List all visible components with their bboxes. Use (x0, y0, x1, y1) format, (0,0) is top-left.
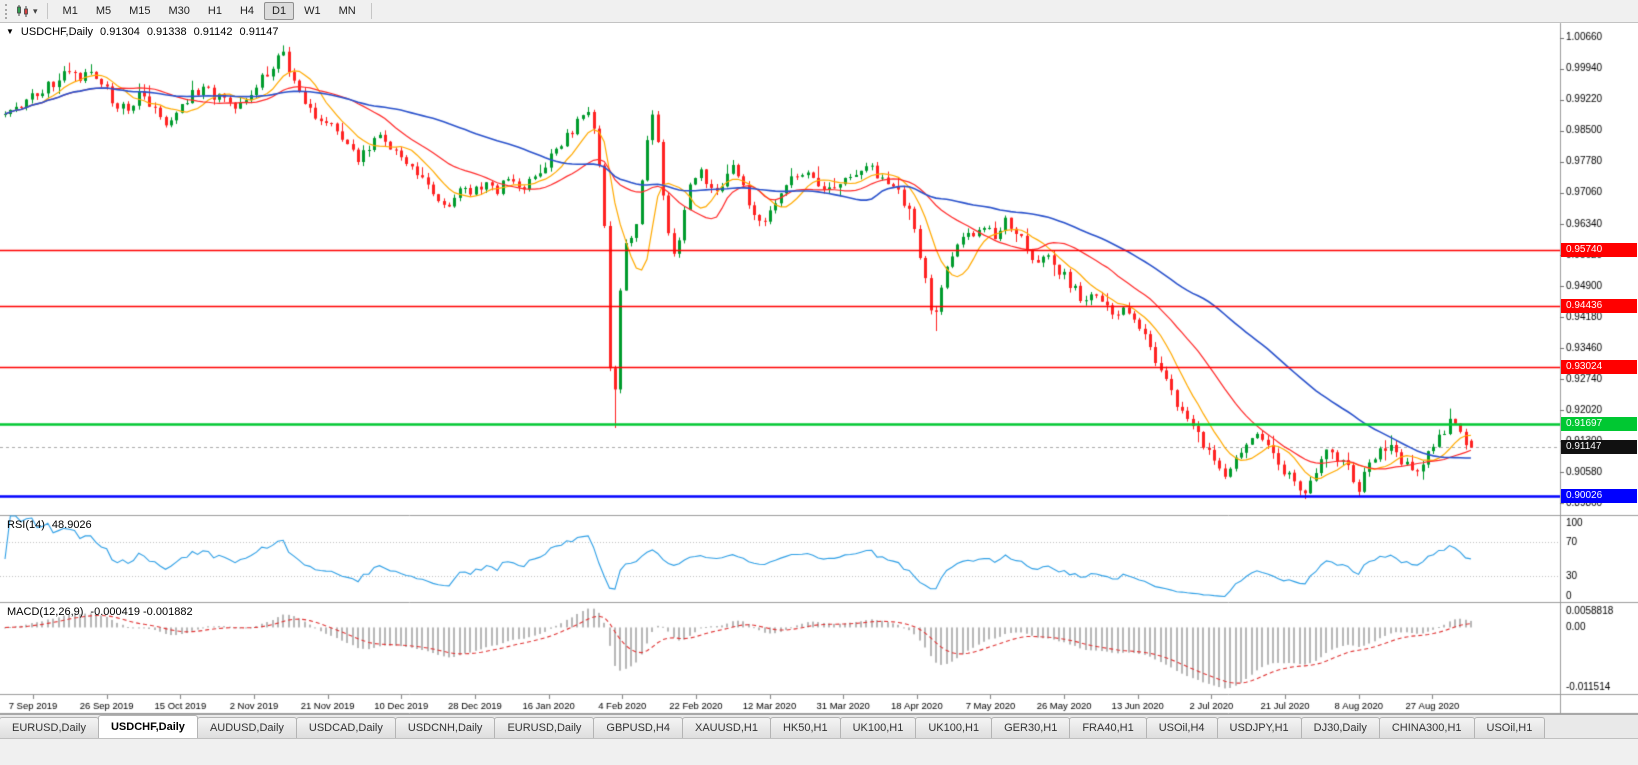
toolbar-separator-right (370, 3, 372, 19)
current-price-badge: 0.91147 (1561, 440, 1637, 454)
timeframe-d1[interactable]: D1 (264, 2, 295, 20)
timeframe-m30[interactable]: M30 (168, 5, 190, 17)
status-bar (0, 738, 1638, 765)
chart-tab-usdcnh-daily[interactable]: USDCNH,Daily (394, 717, 496, 738)
timeframe-m15[interactable]: M15 (129, 5, 151, 17)
candlestick-chart-canvas[interactable] (0, 0, 1638, 714)
chart-tab-eurusd-daily[interactable]: EURUSD,Daily (0, 717, 99, 738)
hline-badge-0.93024: 0.93024 (1561, 360, 1637, 374)
chart-tab-gbpusd-h4[interactable]: GBPUSD,H4 (593, 717, 683, 738)
title-close: 0.91147 (239, 26, 279, 38)
chart-tab-hk50-h1[interactable]: HK50,H1 (769, 717, 841, 738)
chart-tab-ger30-h1[interactable]: GER30,H1 (991, 717, 1071, 738)
timeframe-h4[interactable]: H4 (239, 5, 255, 17)
timeframe-toolbar: ▾ M1 M5 M15 M30 H1 H4 D1 W1 MN (0, 0, 1638, 23)
rsi-indicator-label: RSI(14) 48.9026 (7, 519, 92, 531)
chart-tab-usoil-h1[interactable]: USOil,H1 (1473, 717, 1546, 738)
chart-tab-audusd-daily[interactable]: AUDUSD,Daily (196, 717, 297, 738)
toolbar-grip[interactable] (5, 3, 9, 19)
chart-tab-fra40-h1[interactable]: FRA40,H1 (1069, 717, 1147, 738)
chart-tab-uk100-h1[interactable]: UK100,H1 (839, 717, 917, 738)
rsi-name: RSI(14) (7, 519, 45, 531)
macd-values: -0.000419 -0.001882 (90, 606, 193, 618)
timeframe-m1[interactable]: M1 (62, 5, 78, 17)
timeframe-buttons: M1 M5 M15 M30 H1 H4 D1 W1 MN (54, 2, 365, 20)
collapse-triangle-icon[interactable]: ▼ (6, 27, 14, 36)
chart-tab-usdcad-daily[interactable]: USDCAD,Daily (295, 717, 396, 738)
chart-tab-dj30-daily[interactable]: DJ30,Daily (1300, 717, 1380, 738)
dropdown-caret-icon[interactable]: ▾ (33, 5, 38, 16)
chart-mode-icon[interactable] (15, 4, 31, 18)
macd-name: MACD(12,26,9) (7, 606, 84, 618)
chart-tabs-bar: EURUSD,Daily USDCHF,Daily AUDUSD,Daily USDC… (0, 714, 1638, 738)
timeframe-mn[interactable]: MN (338, 5, 356, 17)
hline-badge-0.95740: 0.95740 (1561, 243, 1637, 257)
chart-tab-usoil-h4[interactable]: USOil,H4 (1145, 717, 1218, 738)
chart-tab-xauusd-h1[interactable]: XAUUSD,H1 (681, 717, 771, 738)
title-low: 0.91142 (193, 26, 233, 38)
toolbar-separator (46, 3, 48, 19)
candlestick-icon (17, 5, 28, 17)
chart-tab-china300-h1[interactable]: CHINA300,H1 (1378, 717, 1475, 738)
macd-indicator-label: MACD(12,26,9) -0.000419 -0.001882 (7, 606, 193, 618)
title-open: 0.91304 (100, 26, 140, 38)
chart-title: ▼ USDCHF,Daily 0.91304 0.91338 0.91142 0… (6, 26, 278, 38)
title-high: 0.91338 (146, 26, 187, 38)
chart-tab-uk100-h1[interactable]: UK100,H1 (915, 717, 993, 738)
timeframe-h1[interactable]: H1 (207, 5, 222, 17)
rsi-value: 48.9026 (51, 519, 92, 531)
chart-tab-usdjpy-h1[interactable]: USDJPY,H1 (1216, 717, 1302, 738)
chart-tab-usdchf-daily[interactable]: USDCHF,Daily (97, 715, 198, 738)
hline-badge-0.91697: 0.91697 (1561, 417, 1637, 431)
hline-badge-0.90026: 0.90026 (1561, 489, 1637, 503)
hline-badge-0.94436: 0.94436 (1561, 299, 1637, 313)
chart-tab-eurusd-daily[interactable]: EURUSD,Daily (494, 717, 595, 738)
timeframe-w1[interactable]: W1 (304, 5, 321, 17)
timeframe-m5[interactable]: M5 (95, 5, 112, 17)
title-symbol: USDCHF,Daily (20, 26, 94, 38)
